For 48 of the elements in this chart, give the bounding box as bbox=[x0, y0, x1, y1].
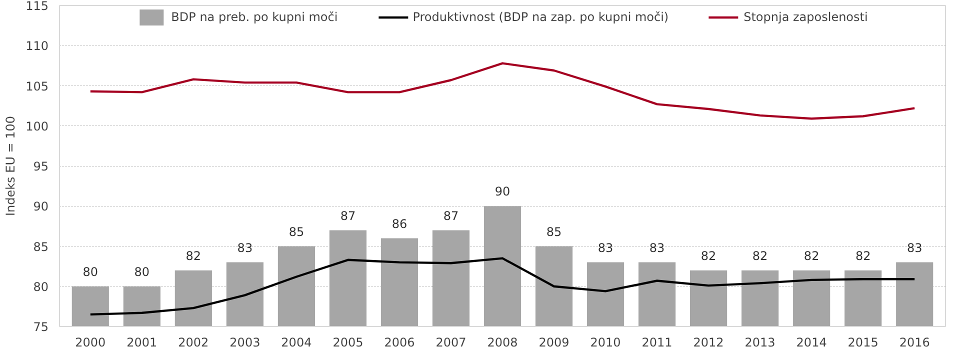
data-label: 82 bbox=[186, 248, 202, 263]
line-series bbox=[89, 62, 916, 120]
y-tick-label: 110 bbox=[26, 39, 48, 54]
x-tick-label: 2015 bbox=[848, 336, 878, 349]
y-axis-title: Indeks EU = 100 bbox=[4, 116, 18, 216]
data-label: 83 bbox=[906, 240, 922, 255]
data-label: 82 bbox=[804, 248, 820, 263]
x-tick-label: 2011 bbox=[642, 336, 672, 349]
data-label: 83 bbox=[237, 240, 253, 255]
data-label: 83 bbox=[649, 240, 665, 255]
data-label: 83 bbox=[598, 240, 614, 255]
y-tick-label: 85 bbox=[33, 240, 49, 254]
y-tick-label: 95 bbox=[33, 160, 49, 174]
x-tick-label: 2004 bbox=[281, 336, 312, 349]
x-tick-label: 2007 bbox=[436, 336, 466, 349]
data-label: 82 bbox=[752, 248, 768, 263]
data-label: 85 bbox=[288, 224, 304, 239]
y-tick-label: 75 bbox=[33, 320, 49, 334]
x-tick-label: 2009 bbox=[538, 336, 570, 349]
data-label: 82 bbox=[700, 248, 716, 263]
y-tick-label: 100 bbox=[26, 119, 48, 134]
x-tick-label: 2005 bbox=[332, 336, 364, 349]
x-tick-label: 2003 bbox=[230, 336, 260, 349]
x-tick-label: 2000 bbox=[75, 336, 106, 349]
y-tick-label: 115 bbox=[26, 0, 48, 13]
legend-label: Stopnja zaposlenosti bbox=[744, 10, 868, 24]
data-label: 87 bbox=[443, 208, 459, 223]
legend-label: BDP na preb. po kupni moči bbox=[171, 10, 338, 24]
x-tick-label: 2010 bbox=[590, 336, 621, 349]
data-label: 82 bbox=[855, 248, 871, 263]
x-tick-label: 2012 bbox=[693, 336, 724, 349]
data-label: 86 bbox=[392, 216, 408, 231]
legend-label: Produktivnost (BDP na zap. po kupni moči) bbox=[412, 10, 669, 24]
x-tick-label: 2002 bbox=[178, 336, 209, 349]
data-label: 85 bbox=[546, 224, 562, 239]
data-label: 90 bbox=[494, 184, 510, 199]
x-tick-label: 2014 bbox=[796, 336, 827, 349]
x-tick-label: 2016 bbox=[899, 336, 930, 349]
x-tick-label: 2006 bbox=[384, 336, 415, 349]
x-tick-label: 2001 bbox=[126, 336, 158, 349]
x-tick-label: 2013 bbox=[744, 336, 776, 349]
data-label: 87 bbox=[340, 208, 356, 223]
y-tick-label: 105 bbox=[26, 79, 48, 94]
y-tick-label: 80 bbox=[33, 280, 49, 294]
data-label: 80 bbox=[134, 264, 150, 279]
data-label: 80 bbox=[82, 264, 98, 279]
y-tick-label: 90 bbox=[33, 200, 49, 214]
x-tick-label: 2008 bbox=[487, 336, 518, 349]
